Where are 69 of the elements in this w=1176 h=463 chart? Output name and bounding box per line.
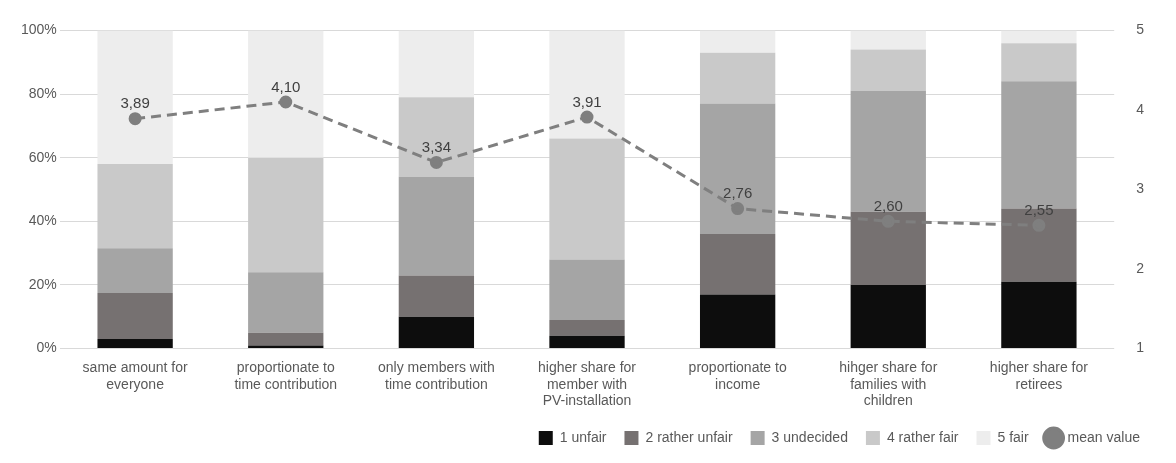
y-tick-label: 100% [20,21,57,38]
data-label: 2,76 [723,184,753,202]
data-label: 4,10 [271,77,301,95]
bar [850,90,926,212]
bar [398,275,475,317]
x-tick-label: proportionate to time contribution [234,358,338,392]
y2-tick-label: 4 [1136,100,1145,117]
y-tick-label: 60% [28,148,57,165]
legend-label: mean value [1067,428,1141,445]
bar [1001,43,1077,82]
bar [549,30,625,139]
bar [850,49,926,91]
bar [549,335,625,349]
y-tick-label: 80% [28,84,57,101]
y-tick-label: 0% [36,339,57,356]
x-tick-label: proportionate to income [688,358,787,392]
bar [850,211,926,285]
legend-label: 1 unfair [559,428,607,445]
point [279,95,293,109]
data-label: 2,60 [873,196,903,214]
legend-label: 5 fair [997,428,1029,445]
x-tick-label: higher share for retirees [989,358,1089,392]
bar [97,292,173,340]
bar [248,332,324,346]
y2-tick-label: 3 [1136,180,1145,197]
bar [248,157,324,273]
y-tick-label: 20% [28,275,57,292]
bar [549,319,625,336]
x-tick-label: same amount for everyone [82,358,188,392]
bar [248,30,324,158]
legend-label: 3 undecided [771,428,848,445]
bar [699,234,776,295]
y2-tick-label: 2 [1136,259,1145,276]
bar [699,52,776,104]
bar [549,259,625,320]
data-label: 3,91 [572,92,602,110]
bar [248,272,324,333]
legend-label: 2 rather unfair [645,428,733,445]
bar [1001,281,1077,349]
bar [97,339,173,349]
bar [850,284,926,349]
legend-label: 4 rather fair [886,428,959,445]
data-label: 3,89 [120,94,150,112]
bar [1001,30,1077,44]
x-tick-label: higher share for member with PV-installation [537,358,637,409]
data-label: 2,55 [1024,200,1054,218]
bar [850,30,926,50]
point [580,110,594,124]
bar [398,97,475,177]
bar [398,30,475,98]
bar [97,30,173,165]
bar [97,164,173,249]
point [128,112,142,126]
bar [699,103,776,235]
bar [398,176,475,276]
x-tick-label: hihger share for families with children [839,358,938,409]
point [731,202,745,216]
bar [398,316,475,349]
data-label: 3,34 [421,138,451,156]
y-tick-label: 40% [28,212,57,229]
bar [699,30,776,53]
bar [699,294,776,349]
bar [248,345,324,349]
y2-tick-label: 5 [1136,21,1145,38]
point [429,155,443,169]
bar [549,138,625,260]
x-tick-label: only members with time contribution [378,358,495,392]
y2-tick-label: 1 [1136,339,1145,356]
bar [97,248,173,293]
